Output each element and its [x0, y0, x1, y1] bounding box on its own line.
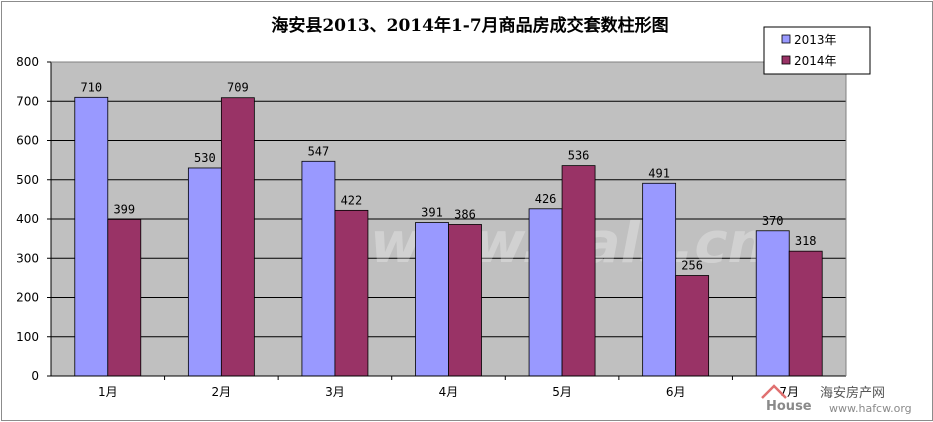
data-label: 530: [194, 151, 216, 165]
data-label: 391: [421, 206, 443, 220]
bar-2013-7: [755, 230, 790, 377]
data-label: 536: [568, 149, 590, 163]
bar-2014-3: [334, 209, 369, 377]
bar-2013-6: [642, 182, 677, 377]
y-tick-labels: 0 100 200 300 400 500 600 700 800: [16, 55, 39, 383]
watermark-house-logo: House: [766, 399, 812, 414]
bar-2013-3: [301, 160, 336, 377]
bar-2013-5: [528, 208, 563, 377]
bar-2014-5: [561, 165, 596, 377]
data-labels: 710 399 530 709 547 422 391 386 426 536 491 256 370 3…: [80, 80, 816, 272]
x-tick-label: 5月: [552, 385, 572, 399]
bar-2013-2: [187, 167, 222, 377]
data-label: 710: [80, 80, 102, 94]
y-tick-label: 700: [16, 94, 39, 108]
legend-label-2013: 2013年: [794, 33, 837, 47]
legend-swatch-2014: [781, 55, 791, 65]
y-tick-label: 500: [16, 173, 39, 187]
legend-label-2014: 2014年: [794, 54, 837, 68]
data-label: 386: [454, 207, 476, 221]
house-roof-icon: [761, 384, 787, 399]
x-tick-label: 6月: [666, 385, 686, 399]
x-tick-label: 1月: [98, 385, 118, 399]
x-tick-label: 4月: [439, 385, 459, 399]
y-tick-label: 200: [16, 291, 39, 305]
bar-2014-7: [788, 250, 823, 377]
legend-swatch-2013: [781, 34, 791, 44]
bar-2013-4: [415, 222, 449, 377]
y-tick-label: 400: [16, 212, 39, 226]
data-label: 491: [648, 166, 670, 180]
watermark-site-name: 海安房产网: [820, 385, 885, 401]
y-tick-label: 600: [16, 134, 39, 148]
data-label: 318: [795, 234, 817, 248]
y-tick-label: 100: [16, 330, 39, 344]
bars: [74, 96, 823, 377]
data-label: 422: [341, 193, 363, 207]
bar-2013-1: [74, 96, 109, 377]
data-label: 547: [308, 144, 330, 158]
data-label: 370: [762, 214, 784, 228]
data-label: 426: [535, 192, 557, 206]
bar-2014-1: [107, 218, 142, 377]
bar-2014-4: [448, 224, 482, 377]
y-tick-label: 0: [31, 369, 39, 383]
data-label: 399: [113, 202, 135, 216]
bar-2014-6: [675, 275, 710, 377]
watermark-site-url: www.hafcw.org: [829, 402, 912, 415]
y-tick-label: 300: [16, 251, 39, 265]
x-tick-label: 7月: [779, 385, 799, 399]
site-watermark: House 海安房产网 www.hafcw.org: [761, 384, 912, 415]
bar-2014-2: [220, 97, 255, 377]
data-label: 709: [227, 81, 249, 95]
x-tick-label: 3月: [325, 385, 345, 399]
x-tick-label: 2月: [212, 385, 232, 399]
y-tick-label: 800: [16, 55, 39, 69]
x-tick-labels: 1月 2月 3月 4月 5月 6月 7月: [98, 385, 799, 399]
chart-title: 海安县2013、2014年1-7月商品房成交套数柱形图: [271, 15, 668, 36]
data-label: 256: [681, 259, 703, 273]
axes: [47, 61, 847, 380]
legend: 2013年 2014年: [763, 26, 871, 75]
